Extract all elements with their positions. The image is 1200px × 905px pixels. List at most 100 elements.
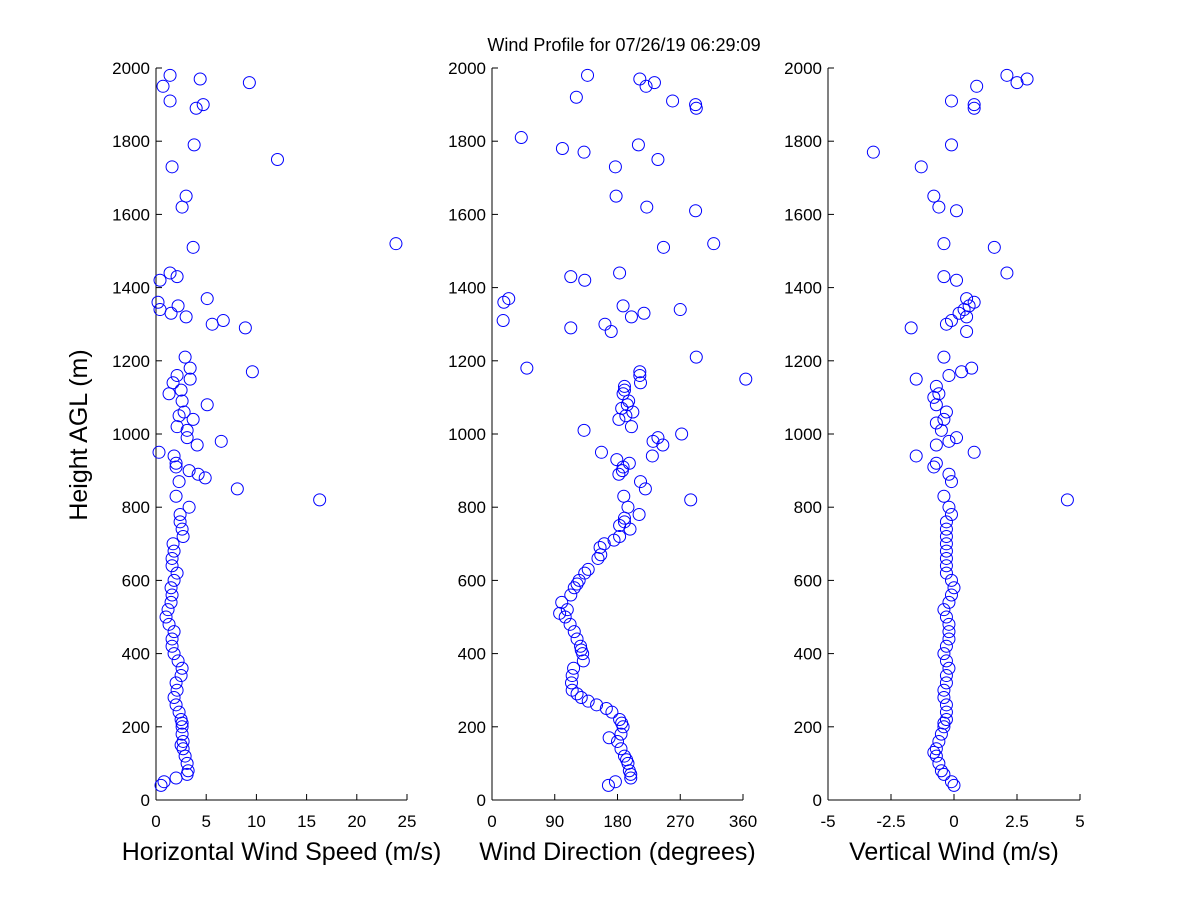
data-point xyxy=(909,372,923,386)
data-point xyxy=(1010,76,1024,90)
data-point xyxy=(570,632,584,646)
data-point xyxy=(186,412,200,426)
data-point xyxy=(170,683,184,697)
data-point xyxy=(175,720,189,734)
data-point xyxy=(270,153,284,166)
data-point xyxy=(944,775,958,789)
data-point xyxy=(196,98,210,112)
data-point xyxy=(565,669,579,683)
data-point xyxy=(965,361,979,375)
data-point xyxy=(939,515,953,529)
y-tick-label: 1200 xyxy=(112,352,150,371)
data-point xyxy=(934,764,948,778)
data-point xyxy=(939,676,953,690)
x-axis-label: Horizontal Wind Speed (m/s) xyxy=(122,838,442,866)
data-point xyxy=(689,350,703,364)
data-point xyxy=(186,240,200,254)
data-point xyxy=(165,551,179,565)
data-point xyxy=(624,420,638,434)
data-point xyxy=(987,240,1001,254)
data-point xyxy=(153,273,167,287)
data-point xyxy=(179,189,193,203)
data-point xyxy=(937,603,951,617)
data-point xyxy=(205,317,219,331)
data-point xyxy=(242,76,256,90)
data-point xyxy=(929,438,943,452)
data-point xyxy=(176,742,190,756)
data-point xyxy=(497,295,511,309)
data-point xyxy=(200,292,214,306)
data-point xyxy=(637,306,651,320)
data-point xyxy=(180,423,194,437)
data-point xyxy=(169,489,183,503)
data-point xyxy=(514,131,528,145)
y-tick-label: 1600 xyxy=(784,205,822,224)
data-point xyxy=(937,270,951,284)
data-point xyxy=(570,687,584,701)
data-point xyxy=(617,515,631,529)
data-point xyxy=(614,727,628,741)
data-point xyxy=(174,712,188,726)
data-point xyxy=(615,716,629,730)
data-point xyxy=(169,676,183,690)
data-point xyxy=(932,734,946,748)
data-point xyxy=(929,416,943,430)
data-point xyxy=(577,145,591,159)
data-point xyxy=(947,581,961,595)
data-point xyxy=(238,321,252,335)
data-point xyxy=(581,562,595,576)
y-tick-label: 600 xyxy=(122,571,150,590)
data-point xyxy=(967,295,981,309)
data-point xyxy=(170,270,184,284)
y-tick-label: 400 xyxy=(794,645,822,664)
y-tick-label: 1000 xyxy=(784,425,822,444)
y-tick-label: 400 xyxy=(122,645,150,664)
data-point xyxy=(165,559,179,573)
data-point xyxy=(169,771,183,785)
data-point xyxy=(169,456,183,470)
data-point xyxy=(937,767,951,781)
x-tick-label: 5 xyxy=(1075,812,1084,831)
data-point xyxy=(613,529,627,543)
data-point xyxy=(909,449,923,463)
data-point xyxy=(929,398,943,412)
data-point xyxy=(904,321,918,335)
data-point xyxy=(602,731,616,745)
data-point xyxy=(929,456,943,470)
data-point xyxy=(171,299,185,313)
data-point xyxy=(950,431,964,445)
data-point xyxy=(167,691,181,705)
data-point xyxy=(929,742,943,756)
data-point xyxy=(163,266,177,280)
y-tick-label: 1200 xyxy=(784,352,822,371)
data-point xyxy=(167,647,181,661)
panel-1: 0 200 400 600 800 1000 1200 1400 1600 1800 2000 0 5 1… xyxy=(112,59,441,866)
data-point xyxy=(927,189,941,203)
data-point xyxy=(162,617,176,631)
data-point xyxy=(960,325,974,339)
data-point xyxy=(939,669,953,683)
data-point xyxy=(638,482,652,496)
data-point xyxy=(960,310,974,324)
data-point xyxy=(569,90,583,104)
data-point xyxy=(689,98,703,112)
data-point xyxy=(555,142,569,156)
data-point xyxy=(164,595,178,609)
data-point xyxy=(666,94,680,108)
data-point xyxy=(175,727,189,741)
data-point xyxy=(167,573,181,587)
data-point xyxy=(914,160,928,174)
data-point xyxy=(631,138,645,152)
data-point xyxy=(942,661,956,675)
data-point xyxy=(193,72,207,86)
data-point xyxy=(967,445,981,459)
data-point xyxy=(187,138,201,152)
data-point xyxy=(597,537,611,551)
data-point xyxy=(939,654,953,668)
y-tick-label: 2000 xyxy=(448,59,486,78)
y-tick-label: 0 xyxy=(813,791,822,810)
data-point xyxy=(165,639,179,653)
y-tick-label: 600 xyxy=(794,571,822,590)
data-point xyxy=(647,76,661,90)
data-point xyxy=(613,519,627,532)
